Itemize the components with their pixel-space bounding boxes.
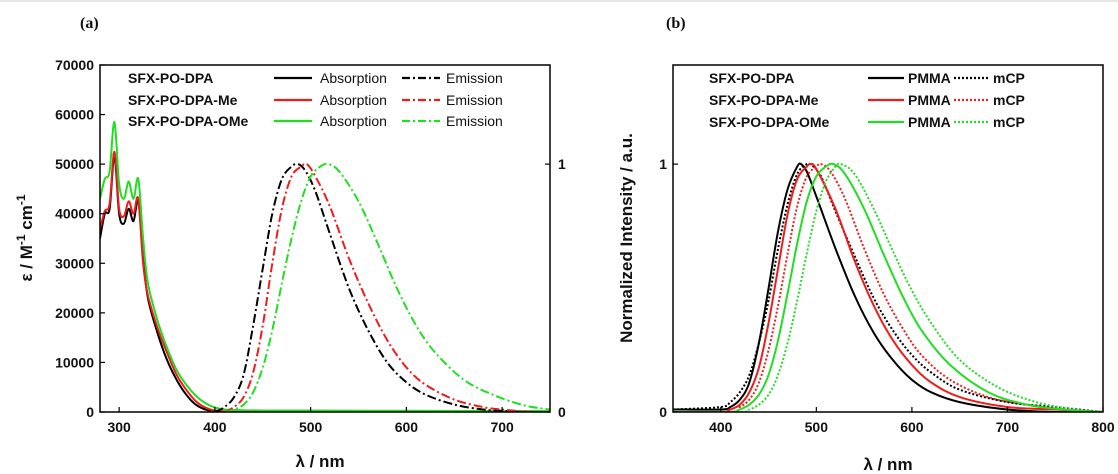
panel-a-legend-entry: SFX-PO-DPA Absorption Emission — [128, 70, 503, 86]
panel-a-x-tick-label: 400 — [203, 419, 227, 435]
panel-b-series-line — [673, 162, 1103, 412]
panel-a-plot-frame — [99, 64, 551, 413]
panel-b-x-axis-title: λ / nm — [863, 455, 912, 474]
panel-b-x-tick-label: 600 — [900, 419, 924, 435]
legend-mcp-label: mCP — [993, 70, 1025, 86]
panel-b-series-line — [673, 162, 1103, 412]
panel-b-legend-entry: SFX-PO-DPA-OMe PMMA mCP — [709, 114, 1025, 130]
legend-mcp-label: mCP — [993, 114, 1025, 130]
panel-a-y-tick-label: 40000 — [55, 206, 94, 222]
panel-b-x-tick-label: 400 — [709, 419, 733, 435]
legend-series-name: SFX-PO-DPA-OMe — [709, 114, 830, 130]
legend-absorption-label: Absorption — [320, 70, 387, 86]
legend-absorption-label: Absorption — [320, 92, 387, 108]
legend-series-name: SFX-PO-DPA-Me — [128, 92, 238, 108]
panel-a-y-tick-label: 20000 — [55, 305, 94, 321]
legend-absorption-label: Absorption — [320, 113, 387, 129]
panel-a-series-line — [224, 162, 550, 412]
panel-b-chart: (b) 400 500 600 700 800 0 1 λ / nm Normalized … — [617, 15, 1115, 474]
panel-b-y-axis-title: Normalized Intensity / a.u. — [617, 133, 636, 343]
panel-a-series-line — [224, 162, 550, 412]
panel-a-x-tick-label: 600 — [395, 419, 419, 435]
panel-b-legend: SFX-PO-DPA PMMA mCP SFX-PO-DPA-Me PMMA m… — [709, 70, 1025, 130]
panel-b-series-line — [673, 162, 1103, 412]
panel-a-chart: (a) 300 400 500 600 700 0 10000 20000 30000 40000… — [14, 15, 566, 471]
legend-mcp-label: mCP — [993, 92, 1025, 108]
panel-b-x-tick-label: 700 — [996, 419, 1020, 435]
panel-a-x-axis-title: λ / nm — [295, 452, 344, 471]
legend-series-name: SFX-PO-DPA-OMe — [128, 113, 249, 129]
panel-a-y-tick-label: 60000 — [55, 107, 94, 123]
legend-series-name: SFX-PO-DPA-Me — [709, 92, 819, 108]
legend-pmma-label: PMMA — [908, 114, 951, 130]
panel-b-legend-entry: SFX-PO-DPA PMMA mCP — [709, 70, 1025, 86]
panel-a-series-line — [100, 150, 550, 412]
legend-pmma-label: PMMA — [908, 92, 951, 108]
panel-a-label: (a) — [80, 15, 99, 32]
panel-b-series-line — [673, 162, 1103, 412]
panel-a-y-tick-label: 50000 — [55, 156, 94, 172]
panel-a-series-line — [100, 120, 550, 412]
panel-b-series-line — [673, 162, 1103, 412]
panel-b-y-tick-label: 0 — [659, 404, 667, 420]
panel-a-x-tick-label: 300 — [107, 419, 131, 435]
legend-series-name: SFX-PO-DPA — [128, 70, 213, 86]
panel-b-x-tick-label: 800 — [1091, 419, 1115, 435]
panel-a-y-axis-title: ε / M-1 cm-1 — [14, 194, 36, 281]
legend-emission-label: Emission — [446, 113, 503, 129]
panel-b-y-tick-label: 1 — [659, 156, 667, 172]
legend-emission-label: Emission — [446, 92, 503, 108]
panel-a-y-tick-label: 10000 — [55, 354, 94, 370]
panel-a-y-tick-label: 30000 — [55, 255, 94, 271]
panel-a-y2-tick-label: 1 — [558, 156, 566, 172]
panel-a-y-tick-label: 70000 — [55, 57, 94, 73]
legend-emission-label: Emission — [446, 70, 503, 86]
panel-a-legend-entry: SFX-PO-DPA-OMe Absorption Emission — [128, 113, 503, 129]
panel-b-series-line — [673, 162, 1103, 412]
panel-b-x-tick-label: 500 — [805, 419, 829, 435]
panel-a-y-tick-label: 0 — [86, 404, 94, 420]
panel-a-legend-entry: SFX-PO-DPA-Me Absorption Emission — [128, 92, 503, 108]
panel-b-plot-frame — [672, 64, 1104, 413]
legend-pmma-label: PMMA — [908, 70, 951, 86]
panel-b-legend-entry: SFX-PO-DPA-Me PMMA mCP — [709, 92, 1025, 108]
panel-a-y2-tick-label: 0 — [558, 404, 566, 420]
legend-series-name: SFX-PO-DPA — [709, 70, 794, 86]
panel-a-x-tick-label: 700 — [490, 419, 514, 435]
panel-a-legend: SFX-PO-DPA Absorption Emission SFX-PO-DP… — [128, 70, 503, 129]
panel-a-x-tick-label: 500 — [299, 419, 323, 435]
panel-b-label: (b) — [666, 15, 686, 32]
panel-a-series-line — [214, 162, 550, 412]
